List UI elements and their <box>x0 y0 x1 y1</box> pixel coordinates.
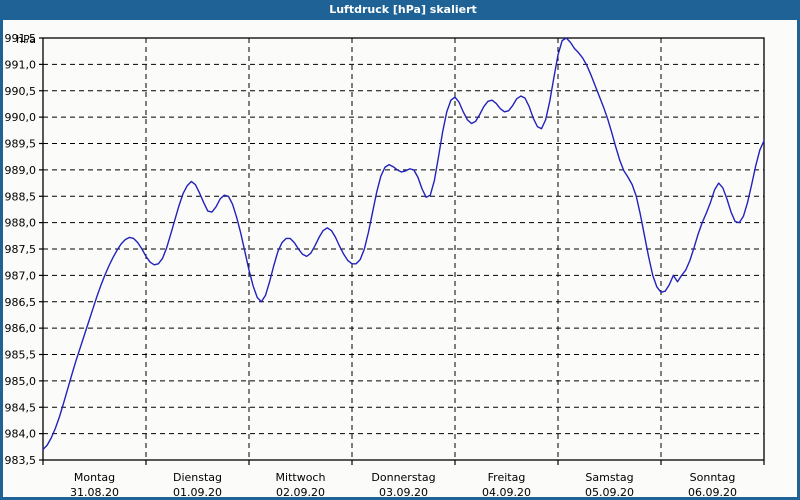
y-axis-tick-label: 988,0 <box>5 217 37 230</box>
plot-area-border <box>42 37 765 461</box>
x-axis-day-label: Dienstag <box>173 471 222 484</box>
vertical-gridlines <box>145 38 662 460</box>
x-axis-day-label: Mittwoch <box>276 471 326 484</box>
y-axis-tick-label: 984,0 <box>5 428 37 441</box>
x-axis-day-label: Donnerstag <box>371 471 435 484</box>
x-axis-labels: Montag 31.08.20 Dienstag 01.09.20 Mittwoch 02… <box>70 471 737 497</box>
x-axis-day-label: Samstag <box>585 471 633 484</box>
y-axis-tick-label: 989,0 <box>5 164 37 177</box>
x-axis-day-label: Freitag <box>488 471 526 484</box>
x-axis-date-label: 06.09.20 <box>688 486 737 497</box>
pressure-line-chart: hPa 991,5991,0990,5990,0989,5989,0988,59… <box>5 32 765 497</box>
x-axis-date-label: 04.09.20 <box>482 486 531 497</box>
y-axis-tick-label: 983,5 <box>5 454 37 467</box>
x-axis-date-label: 31.08.20 <box>70 486 119 497</box>
y-axis-tick-label: 985,5 <box>5 349 37 362</box>
data-series-group <box>42 37 765 451</box>
x-axis-day-label: Montag <box>74 471 115 484</box>
horizontal-gridlines <box>43 37 764 461</box>
y-axis-ticks: 991,5 991,0 990,5 990,0 989,5 989,0 988,5 988,0… <box>5 32 43 467</box>
x-axis-ticks <box>42 460 765 465</box>
x-axis-date-label: 05.09.20 <box>585 486 634 497</box>
x-axis-date-label: 01.09.20 <box>173 486 222 497</box>
window-title: Luftdruck [hPa] skaliert <box>3 0 797 20</box>
series-line-luftdruck <box>42 37 765 451</box>
y-axis-tick-label: 988,5 <box>5 190 37 203</box>
y-axis-tick-label: 990,5 <box>5 85 37 98</box>
y-axis-tick-label: 985,0 <box>5 375 37 388</box>
y-axis-tick-label: 986,5 <box>5 296 37 309</box>
y-axis-tick-label: 987,5 <box>5 243 37 256</box>
y-axis-tick-label: 987,0 <box>5 269 37 282</box>
y-axis-tick-label: 991,5 <box>5 32 37 45</box>
x-axis-day-label: Sonntag <box>690 471 736 484</box>
y-axis-tick-label: 989,5 <box>5 138 37 151</box>
y-axis-tick-label: 990,0 <box>5 111 37 124</box>
chart-plot-container: hPa 991,5 991,0 990,5 990,0 989,5 989,0 988,5 9… <box>3 20 797 497</box>
y-axis-tick-label: 991,0 <box>5 58 37 71</box>
x-axis-date-label: 03.09.20 <box>379 486 428 497</box>
y-axis-tick-label: 986,0 <box>5 322 37 335</box>
y-axis-tick-label: 984,5 <box>5 401 37 414</box>
x-axis-date-label: 02.09.20 <box>276 486 325 497</box>
y-axis-unit-label: hPa <box>16 33 36 46</box>
